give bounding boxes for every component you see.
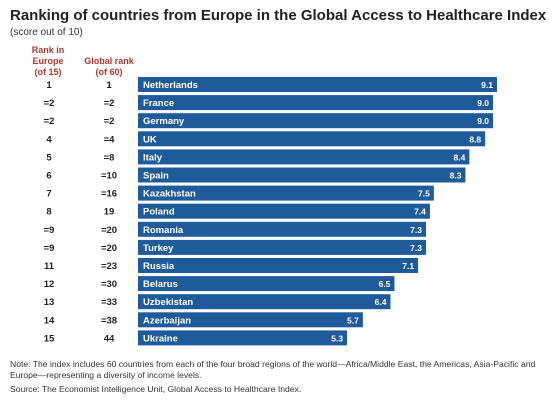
europe-rank-italy: 5 (46, 152, 52, 163)
value-label-poland: 7.4 (414, 207, 426, 217)
europe-rank-spain: 6 (46, 171, 51, 182)
bar-label-russia: Russia (143, 261, 175, 272)
global-rank-kazakhstan: =16 (101, 189, 117, 200)
global-rank-russia: =23 (101, 261, 117, 272)
bar-romania (138, 221, 426, 237)
bar-uzbekistan (138, 294, 391, 310)
bar-label-belarus: Belarus (143, 279, 178, 290)
bar-belarus (138, 276, 395, 292)
global-rank-header-line-1: Global rank (84, 56, 134, 66)
europe-rank-netherlands: 1 (46, 80, 52, 91)
bar-poland (138, 203, 430, 219)
global-rank-turkey: =20 (101, 243, 117, 254)
europe-rank-poland: 8 (46, 207, 51, 218)
europe-rank-belarus: 12 (44, 279, 55, 290)
europe-rank-header-line-3: (of 15) (34, 67, 62, 77)
value-label-kazakhstan: 7.5 (418, 189, 430, 199)
europe-rank-ukraine: 15 (44, 333, 55, 344)
bar-label-uzbekistan: Uzbekistan (143, 297, 193, 308)
bar-ukraine (138, 330, 348, 346)
value-label-russia: 7.1 (402, 261, 414, 271)
bar-label-germany: Germany (143, 116, 185, 127)
value-label-netherlands: 9.1 (481, 80, 493, 90)
europe-rank-uk: 4 (46, 134, 52, 145)
value-label-germany: 9.0 (477, 116, 489, 126)
global-rank-uzbekistan: =33 (101, 297, 117, 308)
bar-label-netherlands: Netherlands (143, 80, 198, 91)
europe-rank-azerbaijan: 14 (44, 315, 55, 326)
bar-label-spain: Spain (143, 171, 169, 182)
global-rank-italy: =8 (104, 152, 115, 163)
global-rank-header: Global rank (of 60) (80, 56, 138, 78)
chart-title: Ranking of countries from Europe in the … (10, 7, 547, 24)
value-label-spain: 8.3 (450, 171, 462, 181)
value-label-uzbekistan: 6.4 (375, 297, 387, 307)
bar-label-turkey: Turkey (143, 243, 174, 254)
bar-azerbaijan (138, 312, 363, 328)
bar-france (138, 95, 494, 111)
europe-rank-header-line-2: Europe (32, 56, 64, 66)
europe-rank-turkey: =9 (44, 243, 55, 254)
europe-rank-france: =2 (44, 98, 55, 109)
value-label-romania: 7.3 (410, 225, 422, 235)
global-rank-germany: =2 (104, 116, 115, 127)
europe-rank-header-line-1: Rank in (31, 45, 65, 55)
value-label-italy: 8.4 (454, 152, 466, 162)
bar-label-kazakhstan: Kazakhstan (143, 189, 196, 200)
europe-rank-romania: =9 (44, 225, 55, 236)
value-label-turkey: 7.3 (410, 243, 422, 253)
global-rank-netherlands: 1 (106, 80, 112, 91)
bar-label-romania: Romania (143, 225, 184, 236)
value-label-belarus: 6.5 (379, 279, 391, 289)
global-rank-azerbaijan: =38 (101, 315, 117, 326)
chart-source: Source: The Economist Intelligence Unit,… (10, 384, 302, 394)
chart-subtitle: (score out of 10) (10, 27, 83, 38)
bar-label-poland: Poland (143, 207, 175, 218)
global-rank-ukraine: 44 (104, 333, 115, 344)
europe-rank-russia: 11 (44, 261, 55, 272)
bar-uk (138, 131, 486, 147)
global-rank-header-line-2: (of 60) (95, 67, 123, 77)
bar-kazakhstan (138, 185, 434, 201)
value-label-uk: 8.8 (469, 134, 481, 144)
europe-rank-header: Rank in Europe (of 15) (22, 45, 74, 78)
europe-rank-germany: =2 (44, 116, 55, 127)
europe-rank-uzbekistan: 13 (44, 297, 55, 308)
global-rank-uk: =4 (104, 134, 116, 145)
bar-spain (138, 167, 466, 183)
bar-label-ukraine: Ukraine (143, 333, 178, 344)
global-rank-romania: =20 (101, 225, 117, 236)
bar-russia (138, 258, 419, 273)
bar-germany (138, 113, 494, 129)
bar-label-azerbaijan: Azerbaijan (143, 315, 191, 326)
bar-italy (138, 149, 470, 165)
bar-turkey (138, 239, 426, 255)
global-rank-belarus: =30 (101, 279, 117, 290)
bar-label-uk: UK (143, 134, 157, 145)
bar-label-france: France (143, 98, 174, 109)
bar-label-italy: Italy (143, 152, 163, 163)
bar-netherlands (138, 77, 497, 92)
global-rank-spain: =10 (101, 171, 117, 182)
value-label-france: 9.0 (477, 98, 489, 108)
global-rank-france: =2 (104, 98, 115, 109)
global-rank-poland: 19 (104, 207, 115, 218)
value-label-azerbaijan: 5.7 (347, 315, 359, 325)
europe-rank-kazakhstan: 7 (46, 189, 51, 200)
chart-note: Note: The index includes 60 countries fr… (10, 359, 536, 380)
value-label-ukraine: 5.3 (331, 333, 343, 343)
